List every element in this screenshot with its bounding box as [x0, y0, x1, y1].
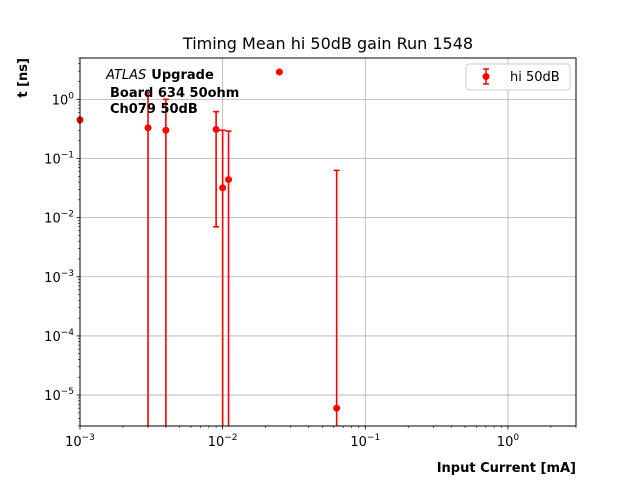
x-tick-label: 10−1 [350, 433, 380, 450]
atlas-annotation: ATLAS Upgrade Board 634 50ohm Ch079 50dB [105, 68, 239, 117]
legend-marker [482, 73, 490, 80]
atlas-tag: Upgrade [151, 68, 214, 83]
data-marker [275, 68, 283, 76]
y-tick-label: 100 [52, 91, 75, 108]
y-tick-label: 10−1 [44, 150, 74, 167]
y-tick-label: 10−5 [44, 387, 74, 404]
data-point [219, 129, 227, 426]
plot-background [80, 58, 576, 426]
y-axis-label: t [ns] [16, 58, 31, 98]
data-marker [212, 125, 220, 133]
data-point [333, 169, 341, 426]
x-tick-label: 10−3 [65, 433, 95, 450]
atlas-channel-label: Ch079 50dB [110, 102, 198, 117]
data-point [212, 110, 220, 228]
plot-frame [79, 57, 577, 427]
data-marker [162, 126, 170, 134]
y-tick-label: 10−2 [44, 210, 74, 227]
data-point [144, 91, 152, 426]
data-marker [219, 184, 227, 192]
data-point [225, 130, 233, 426]
x-axis-label: Input Current [mA] [437, 461, 576, 476]
atlas-experiment: ATLAS [105, 68, 146, 83]
legend-box [465, 63, 571, 91]
data-point [162, 98, 170, 426]
axis-ticks: 10−3 10−2 10−1 100 10−5 10−4 10−3 10−2 10−1 100 [44, 57, 577, 450]
x-tick-label: 100 [497, 433, 520, 450]
legend: hi 50dB [465, 63, 571, 91]
data-marker [144, 124, 152, 132]
data-marker [225, 176, 233, 184]
legend-label: hi 50dB [510, 70, 560, 85]
data-marker [333, 404, 341, 412]
data-point [275, 68, 283, 76]
y-tick-label: 10−3 [44, 269, 74, 286]
atlas-label: ATLAS Upgrade [105, 68, 214, 83]
x-tick-label: 10−2 [208, 433, 238, 450]
y-tick-label: 10−4 [44, 328, 74, 345]
chart-title: Timing Mean hi 50dB gain Run 1548 [182, 34, 473, 53]
data-marks [76, 68, 341, 426]
atlas-board-label: Board 634 50ohm [110, 86, 239, 101]
